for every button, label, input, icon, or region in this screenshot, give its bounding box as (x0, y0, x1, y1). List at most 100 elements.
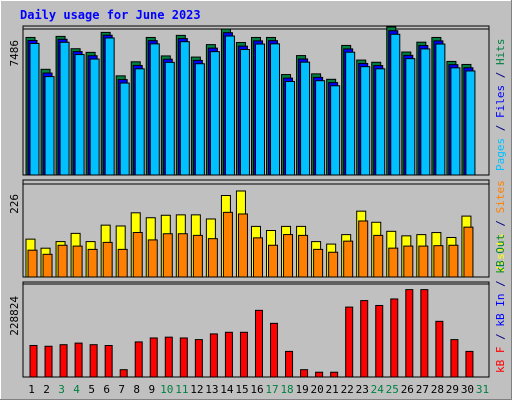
bar-hits-s2-day3 (59, 41, 70, 176)
bar-hits-s2-day19 (300, 61, 311, 176)
bar-kbytes-s0-day25 (390, 298, 399, 378)
panel-visits: 226 Visits / Sites (8, 179, 507, 278)
bar-visits-s1-day23 (358, 220, 369, 278)
bar-kbytes-s0-day19 (300, 369, 309, 378)
bar-visits-s1-day18 (283, 234, 294, 278)
x-tick-label-day9: 9 (148, 383, 155, 396)
bar-visits-s1-day13 (207, 238, 218, 278)
bar-visits-s1-day10 (162, 233, 173, 278)
bar-hits-s2-day20 (315, 80, 326, 176)
bar-visits-s1-day15 (237, 213, 248, 278)
bar-kbytes-s0-day20 (315, 371, 324, 378)
bar-visits-s1-day25 (388, 247, 399, 278)
x-tick-label-day30: 30 (461, 383, 474, 396)
y-max-label-visits: 226 (8, 194, 21, 214)
bar-visits-s1-day17 (268, 244, 279, 278)
bar-visits-s1-day28 (433, 245, 444, 278)
bar-visits-s1-day4 (72, 245, 83, 278)
series-legend-hits: Pages / Files / Hits (494, 39, 507, 172)
bar-visits-s1-day7 (117, 248, 128, 278)
bar-hits-s2-day12 (194, 63, 205, 176)
panel-kbytes: 228824 kB F / kB In / kB Out (8, 234, 507, 378)
bar-kbytes-s0-day11 (179, 337, 188, 378)
y-max-label-kbytes: 228824 (8, 296, 21, 336)
bar-kbytes-s0-day12 (194, 339, 203, 378)
bar-visits-s1-day3 (57, 244, 68, 278)
bar-hits-s2-day8 (134, 68, 145, 176)
series-legend-part-visits-0: Visits (494, 233, 507, 273)
x-tick-label-day5: 5 (88, 383, 95, 396)
series-legend-part-kbytes-3: / (494, 274, 507, 294)
bar-kbytes-s0-day6 (104, 345, 113, 378)
series-legend-part-kbytes-4: kB Out (494, 234, 507, 274)
bar-kbytes-s0-day21 (330, 371, 339, 378)
bar-hits-s2-day24 (375, 68, 386, 176)
bar-kbytes-s0-day28 (435, 320, 444, 378)
bar-hits-s2-day14 (224, 35, 235, 176)
bar-visits-s1-day27 (418, 245, 429, 278)
bar-hits-s2-day22 (345, 51, 356, 176)
bar-kbytes-s0-day27 (420, 289, 429, 378)
bar-kbytes-s0-day16 (254, 309, 263, 378)
bar-hits-s2-day16 (254, 43, 265, 176)
bar-hits-s2-day26 (405, 58, 416, 176)
x-tick-label-day13: 13 (205, 383, 218, 396)
x-tick-label-day23: 23 (356, 383, 369, 396)
bar-kbytes-s0-day2 (44, 345, 53, 378)
bar-visits-s1-day1 (27, 249, 38, 278)
bar-hits-s2-day2 (44, 76, 55, 176)
x-tick-label-day27: 27 (416, 383, 429, 396)
bar-visits-s1-day21 (328, 251, 339, 278)
bar-hits-s2-day25 (390, 33, 401, 176)
x-tick-label-day29: 29 (446, 383, 459, 396)
bar-hits-s2-day13 (209, 51, 220, 176)
bar-visits-s1-day22 (343, 240, 354, 278)
chart-title: Daily usage for June 2023 (20, 8, 201, 22)
x-tick-label-day12: 12 (190, 383, 203, 396)
series-legend-part-visits-2: Sites (494, 180, 507, 213)
x-tick-label-day1: 1 (28, 383, 35, 396)
bar-kbytes-s0-day23 (360, 300, 369, 378)
series-legend-part-kbytes-1: / (494, 327, 507, 347)
bar-kbytes-s0-day18 (285, 350, 294, 378)
bar-hits-s2-day15 (239, 48, 250, 176)
bar-visits-s1-day29 (448, 244, 459, 278)
bar-hits-s2-day10 (164, 61, 175, 176)
series-legend-part-hits-3: / (494, 65, 507, 85)
bar-visits-s1-day5 (87, 248, 98, 278)
x-tick-label-day11: 11 (175, 383, 188, 396)
x-tick-label-day24: 24 (371, 383, 385, 396)
chart-panels: 7486 Pages / Files / Hits 226 Visits / Site… (8, 25, 507, 378)
bar-visits-s1-day19 (298, 234, 309, 278)
bar-hits-s2-day7 (119, 82, 130, 176)
x-tick-label-day18: 18 (280, 383, 293, 396)
series-legend-part-hits-2: Files (494, 85, 507, 118)
bar-hits-s2-day23 (360, 66, 371, 176)
bar-kbytes-s0-day5 (89, 344, 98, 378)
series-legend-part-kbytes-0: kB F (494, 347, 507, 374)
x-tick-label-day26: 26 (401, 383, 414, 396)
x-tick-label-day31: 31 (476, 383, 489, 396)
bar-kbytes-s0-day4 (74, 342, 83, 378)
bar-visits-s1-day2 (42, 253, 53, 278)
x-tick-label-day8: 8 (133, 383, 140, 396)
bar-kbytes-s0-day13 (209, 333, 218, 378)
y-max-label-hits: 7486 (8, 40, 21, 67)
x-tick-label-day19: 19 (295, 383, 308, 396)
bar-visits-s1-day20 (313, 248, 324, 278)
bar-kbytes-s0-day10 (164, 336, 173, 378)
bar-visits-s1-day14 (222, 211, 233, 278)
series-legend-part-hits-4: Hits (494, 39, 507, 66)
bar-visits-s1-day8 (132, 232, 143, 278)
x-tick-label-day6: 6 (103, 383, 110, 396)
bar-kbytes-s0-day15 (239, 331, 248, 378)
bar-visits-s1-day24 (373, 234, 384, 278)
series-legend-kbytes: kB F / kB In / kB Out (494, 234, 507, 373)
x-tick-label-day3: 3 (58, 383, 65, 396)
bar-hits-s2-day6 (104, 37, 115, 176)
bar-kbytes-s0-day17 (270, 322, 279, 378)
bar-visits-s1-day30 (463, 226, 474, 278)
series-legend-part-kbytes-2: kB In (494, 294, 507, 327)
bar-kbytes-s0-day1 (29, 344, 38, 378)
